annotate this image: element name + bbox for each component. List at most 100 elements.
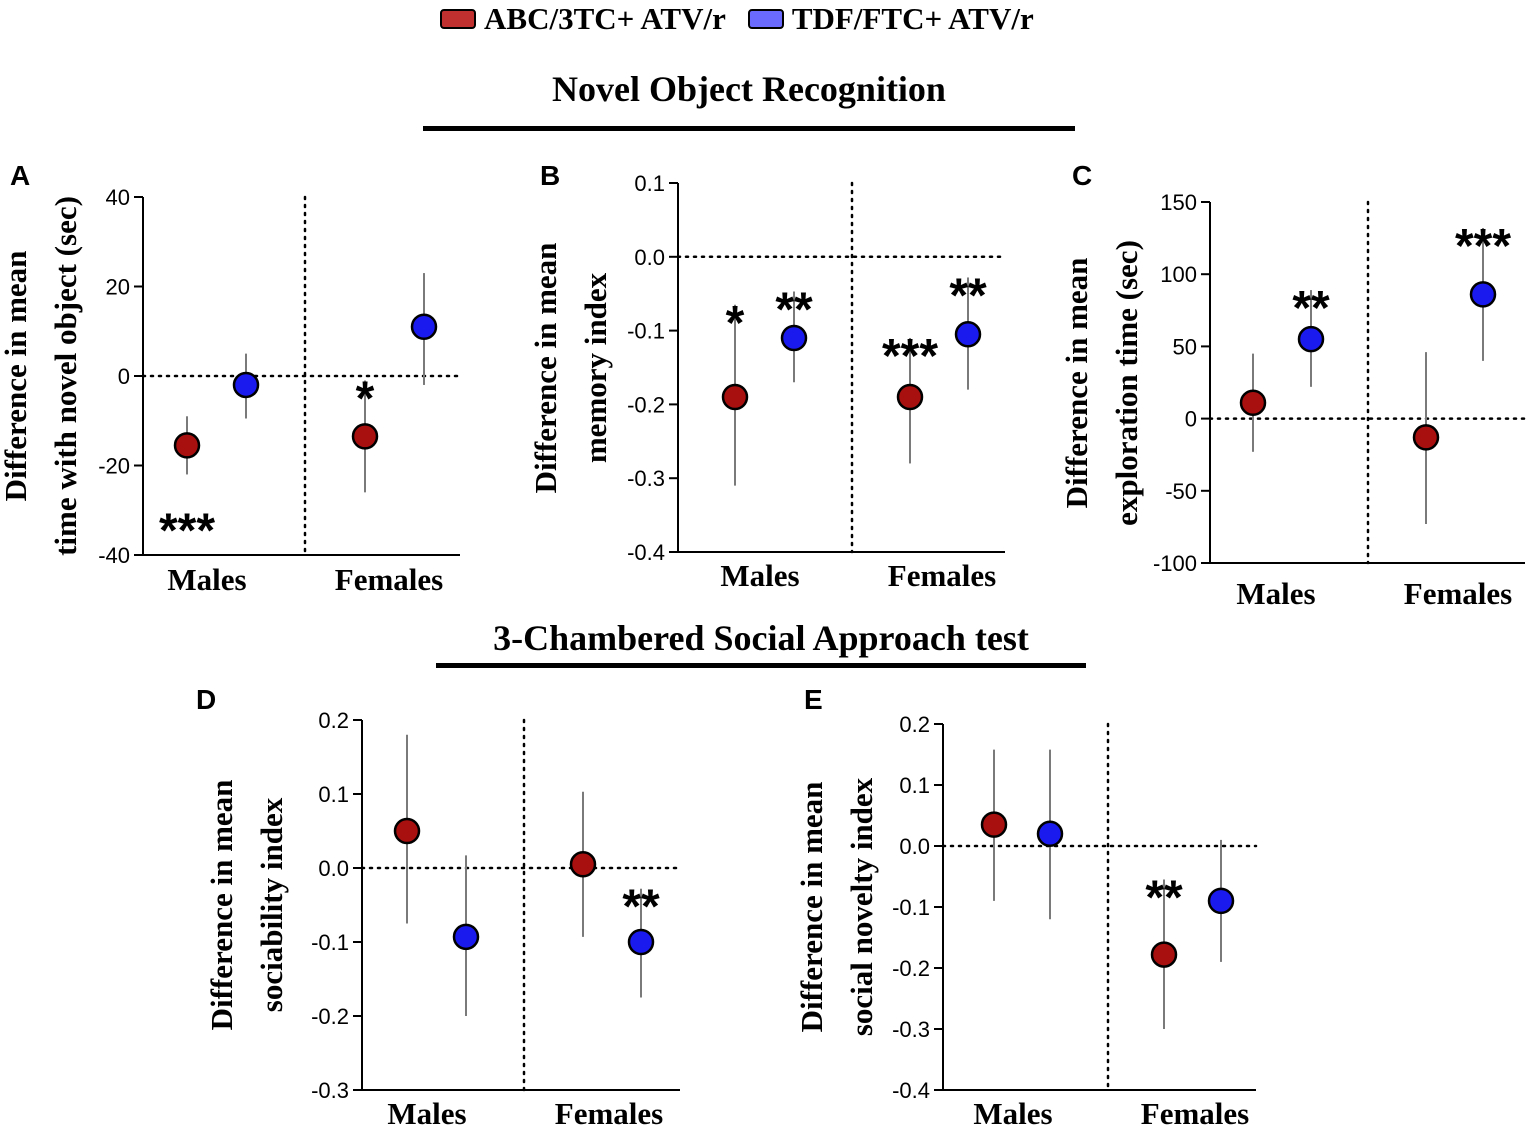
y-tick-label-e: -0.2	[892, 956, 930, 981]
y-axis-label-e: social novelty index	[844, 777, 879, 1036]
y-tick-label-b: 0.1	[634, 171, 665, 196]
y-tick-label-e: 0.2	[899, 712, 930, 737]
data-point-d	[569, 851, 597, 878]
data-point-b	[780, 324, 808, 352]
y-tick-label-c: 150	[1160, 190, 1197, 215]
y-tick-label-d: -0.1	[311, 930, 349, 955]
data-point-c	[1469, 281, 1497, 308]
panel-letter-d: D	[196, 684, 217, 715]
y-tick-label-e: 0.1	[899, 773, 930, 798]
panel-letter-e: E	[804, 684, 823, 715]
y-tick-label-e: -0.4	[892, 1078, 930, 1103]
y-tick-label-c: -100	[1153, 551, 1197, 576]
significance-label-b: ***	[882, 330, 938, 383]
category-label-d: Males	[387, 1096, 466, 1131]
y-tick-label-c: 100	[1160, 262, 1197, 287]
data-point-e	[980, 811, 1008, 838]
y-axis-label-e: Difference in mean	[794, 782, 829, 1033]
y-tick-label-b: -0.3	[627, 466, 665, 491]
panel-letter-b: B	[540, 160, 561, 191]
y-axis-label-a: Difference in mean	[0, 251, 33, 502]
y-tick-label-d: -0.3	[311, 1078, 349, 1103]
data-point-b	[896, 383, 924, 411]
legend-item-tdf: TDF/FTC+ ATV/r	[747, 1, 1034, 37]
data-point-e	[1150, 941, 1178, 968]
y-tick-label-d: 0.1	[318, 782, 349, 807]
y-tick-label-e: -0.3	[892, 1017, 930, 1042]
data-point-e	[1036, 820, 1064, 848]
data-point-e	[1207, 887, 1235, 915]
y-tick-label-b: 0.0	[634, 245, 665, 270]
y-axis-label-a: time with novel object (sec)	[48, 196, 83, 556]
significance-label-e: **	[1145, 872, 1183, 925]
y-tick-label-b: -0.1	[627, 319, 665, 344]
category-label-e: Males	[973, 1096, 1052, 1131]
data-point-d	[393, 817, 421, 845]
y-axis-label-d: Difference in mean	[204, 780, 239, 1031]
category-label-c: Females	[1404, 576, 1512, 611]
significance-label-a: *	[356, 372, 375, 425]
y-tick-label-d: 0.0	[318, 856, 349, 881]
category-label-d: Females	[555, 1096, 663, 1131]
data-point-b	[954, 321, 982, 348]
category-label-e: Females	[1141, 1096, 1249, 1131]
y-tick-label-b: -0.2	[627, 392, 665, 417]
legend: ABC/3TC+ ATV/r TDF/FTC+ ATV/r	[440, 1, 1056, 37]
y-axis-label-d: sociability index	[254, 797, 289, 1012]
data-point-c	[1412, 424, 1440, 451]
y-axis-label-c: exploration time (sec)	[1109, 240, 1144, 526]
data-point-a	[232, 371, 260, 399]
category-label-a: Females	[335, 562, 443, 597]
category-label-a: Males	[167, 562, 246, 597]
category-label-b: Males	[720, 558, 799, 593]
significance-label-c: **	[1292, 282, 1330, 335]
y-tick-label-a: 40	[106, 185, 130, 210]
y-tick-label-a: 0	[118, 364, 130, 389]
significance-label-a: ***	[159, 504, 215, 557]
significance-label-b: **	[949, 269, 987, 322]
y-axis-label-c: Difference in mean	[1059, 258, 1094, 509]
y-tick-label-a: 20	[106, 275, 130, 300]
significance-label-d: **	[622, 881, 660, 934]
y-tick-label-c: 50	[1173, 334, 1197, 359]
y-tick-label-d: 0.2	[318, 708, 349, 733]
data-point-a	[173, 432, 201, 459]
significance-label-b: *	[726, 297, 745, 350]
y-tick-label-c: 0	[1185, 407, 1197, 432]
section-rule-nor	[423, 126, 1075, 131]
section-rule-social	[436, 663, 1086, 668]
y-tick-label-a: -20	[98, 454, 130, 479]
category-label-c: Males	[1236, 576, 1315, 611]
panel-letter-a: A	[10, 160, 31, 191]
data-point-a	[410, 313, 438, 341]
significance-label-b: **	[775, 283, 813, 336]
legend-item-abc: ABC/3TC+ ATV/r	[440, 1, 726, 37]
category-label-b: Females	[888, 558, 996, 593]
y-tick-label-e: 0.0	[899, 834, 930, 859]
y-tick-label-d: -0.2	[311, 1004, 349, 1029]
y-tick-label-a: -40	[98, 543, 130, 568]
legend-swatch-tdf	[747, 9, 784, 29]
y-axis-label-b: Difference in mean	[528, 243, 563, 494]
legend-swatch-abc	[440, 9, 476, 29]
data-point-d	[452, 923, 480, 951]
y-tick-label-c: -50	[1165, 479, 1197, 504]
data-point-d	[627, 928, 655, 956]
legend-label-tdf: TDF/FTC+ ATV/r	[791, 1, 1034, 36]
y-axis-label-b: memory index	[578, 272, 613, 463]
data-point-a	[351, 423, 379, 450]
legend-label-abc: ABC/3TC+ ATV/r	[484, 1, 726, 36]
panel-letter-c: C	[1072, 160, 1093, 191]
y-tick-label-e: -0.1	[892, 895, 930, 920]
section-title-social: 3-Chambered Social Approach test	[493, 618, 1029, 658]
data-point-b	[721, 383, 749, 411]
y-tick-label-b: -0.4	[627, 540, 665, 565]
data-point-c	[1239, 389, 1267, 416]
data-point-c	[1297, 325, 1325, 353]
significance-label-c: ***	[1455, 220, 1511, 273]
